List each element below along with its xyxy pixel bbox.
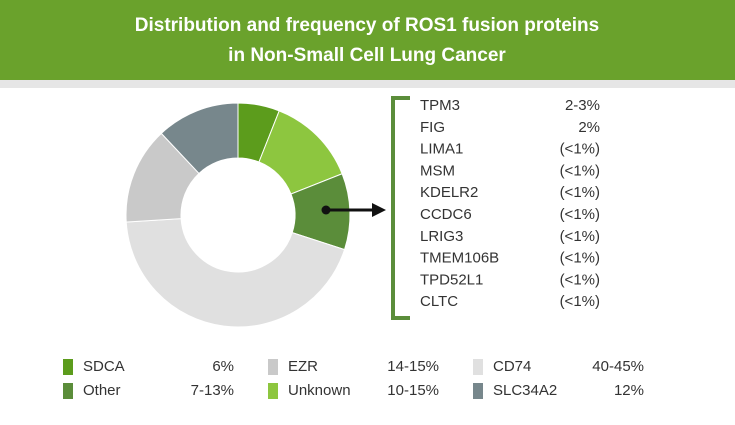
detail-share: 2% (578, 119, 600, 136)
detail-name: KDELR2 (420, 184, 478, 201)
detail-name: CLTC (420, 293, 458, 310)
legend-swatch (268, 383, 278, 399)
header-band (0, 0, 735, 80)
detail-share: 2-3% (565, 97, 600, 114)
legend-label: EZR (288, 358, 318, 375)
legend-value: 7-13% (191, 382, 234, 399)
chart-title: Distribution and frequency of ROS1 fusio… (135, 15, 599, 36)
pie-segment (125, 218, 346, 328)
pie-segment (160, 102, 239, 175)
legend-swatch (63, 359, 73, 375)
detail-share: (<1%) (560, 162, 600, 179)
legend-label: Other (83, 382, 121, 399)
legend-value: 14-15% (387, 358, 439, 375)
detail-share: (<1%) (560, 141, 600, 158)
legend-value: 6% (212, 358, 234, 375)
arrow-head (372, 203, 386, 217)
chart-subtitle: in Non-Small Cell Lung Cancer (228, 45, 506, 66)
legend-label: SDCA (83, 358, 125, 375)
detail-share: (<1%) (560, 206, 600, 223)
legend-value: 10-15% (387, 382, 439, 399)
arrow-dot (321, 205, 331, 215)
header-shadow (0, 80, 735, 88)
legend-label: Unknown (288, 382, 351, 399)
detail-name: FIG (420, 119, 445, 136)
legend-swatch (63, 383, 73, 399)
legend-swatch (473, 359, 483, 375)
detail-name: LRIG3 (420, 228, 463, 245)
detail-name: LIMA1 (420, 141, 463, 158)
bracket (391, 96, 410, 320)
legend-value: 40-45% (592, 358, 644, 375)
detail-share: (<1%) (560, 271, 600, 288)
detail-share: (<1%) (560, 228, 600, 245)
detail-name: TPM3 (420, 97, 460, 114)
detail-name: MSM (420, 162, 455, 179)
detail-share: (<1%) (560, 184, 600, 201)
detail-share: (<1%) (560, 250, 600, 267)
legend-swatch (473, 383, 483, 399)
legend-value: 12% (614, 382, 644, 399)
legend-label: SLC34A2 (493, 382, 557, 399)
detail-share: (<1%) (560, 293, 600, 310)
legend-label: CD74 (493, 358, 531, 375)
legend-swatch (268, 359, 278, 375)
detail-name: TMEM106B (420, 250, 499, 267)
detail-name: CCDC6 (420, 206, 472, 223)
detail-name: TPD52L1 (420, 271, 483, 288)
